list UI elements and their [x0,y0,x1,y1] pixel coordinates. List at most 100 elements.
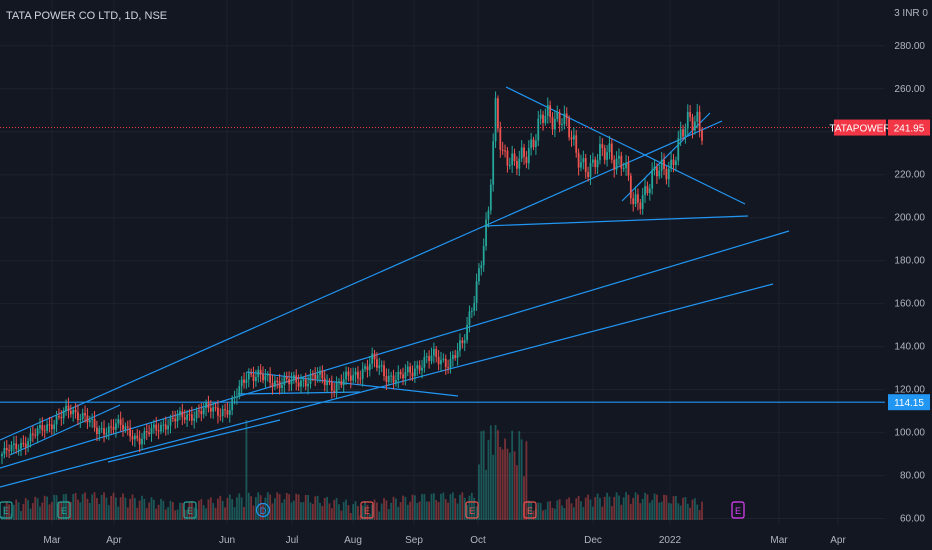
candle-body [644,186,646,196]
candle-body [152,424,155,428]
candle-body [470,310,473,312]
volume-bar [565,499,568,520]
candle-body [371,353,374,364]
candle-body [188,414,191,416]
candle-body [682,129,684,137]
candle-body [238,385,241,397]
volume-bar [152,499,155,520]
volume-bar [470,492,473,520]
volume-bar [205,508,207,520]
volume-bar [591,506,594,520]
candle-body [117,419,120,424]
volume-bar [65,493,67,520]
volume-bar [167,507,170,520]
candle-body [627,162,630,176]
volume-bars [1,420,703,520]
candle-body [665,168,668,180]
candle-body [466,324,468,341]
volume-bar [22,503,25,520]
volume-bar [556,500,559,520]
candle-body [190,414,193,421]
volume-bar [352,504,355,520]
volume-bar [466,504,468,520]
candle-body [651,170,654,189]
volume-bar [696,504,699,520]
candle-body [311,374,314,376]
volume-bar [523,476,525,520]
chart-title: TATA POWER CO LTD, 1D, NSE [6,10,168,22]
candle-body [501,149,504,151]
candle-body [523,147,525,157]
event-marker: E [183,501,197,519]
candle-body [297,382,300,387]
candle-body [437,356,440,365]
volume-bar [20,511,22,520]
volume-bar [596,493,599,520]
candle-body [580,162,582,168]
candle-body [103,428,105,435]
volume-bar [91,494,94,520]
candle-body [504,150,506,152]
candle-body [520,147,523,159]
volume-bar [179,502,181,520]
x-tick-label: Dec [584,535,602,546]
candle-body [150,427,153,435]
volume-bar [451,492,454,520]
candle-body [615,158,618,170]
volume-bar [145,508,148,520]
volume-bar [409,501,412,520]
x-tick-label: Jun [219,535,235,546]
volume-bar [641,498,644,520]
volume-bar [402,495,404,520]
candle-body [442,358,445,360]
candle-body [549,105,552,118]
candle-body [428,356,431,362]
candle-body [207,402,210,408]
trendlines[interactable] [0,86,885,488]
volume-bar [530,502,533,520]
candle-body [575,135,578,153]
candle-body [542,114,544,123]
volume-bar [162,500,165,520]
volume-bar [338,504,340,520]
volume-bar [254,497,257,520]
candle-body [328,381,331,383]
y-tick-label: 220.00 [894,170,925,181]
volume-bar [672,496,675,520]
candle-body [46,424,48,431]
volume-bar [228,494,231,520]
candle-body [577,152,580,168]
candle-body [326,381,328,386]
candle-body [141,438,143,445]
volume-bar [506,448,509,520]
candle-body [15,443,18,450]
volume-bar [501,449,504,520]
volume-bar [186,509,188,520]
y-tick-label: 80.00 [900,471,925,482]
candle-body [454,355,457,358]
candle-body [440,359,442,365]
candle-body [20,442,22,449]
volume-bar [84,492,86,520]
volume-bar [62,494,65,520]
candle-body [364,366,366,369]
candle-body [36,428,39,436]
volume-bar [304,494,307,520]
candle-body [278,381,281,389]
volume-bar [233,507,236,520]
candle-body [200,410,203,415]
volume-bar [271,503,274,520]
volume-bar [17,502,20,520]
volume-bar [537,502,540,520]
candle-body [594,159,597,168]
volume-bar [577,495,580,520]
candle-body [468,311,471,325]
candle-body [290,379,293,385]
candle-body [411,372,414,377]
candle-body [625,162,627,169]
candle-body [430,355,433,362]
candle-body [29,433,32,442]
volume-bar [105,497,108,520]
